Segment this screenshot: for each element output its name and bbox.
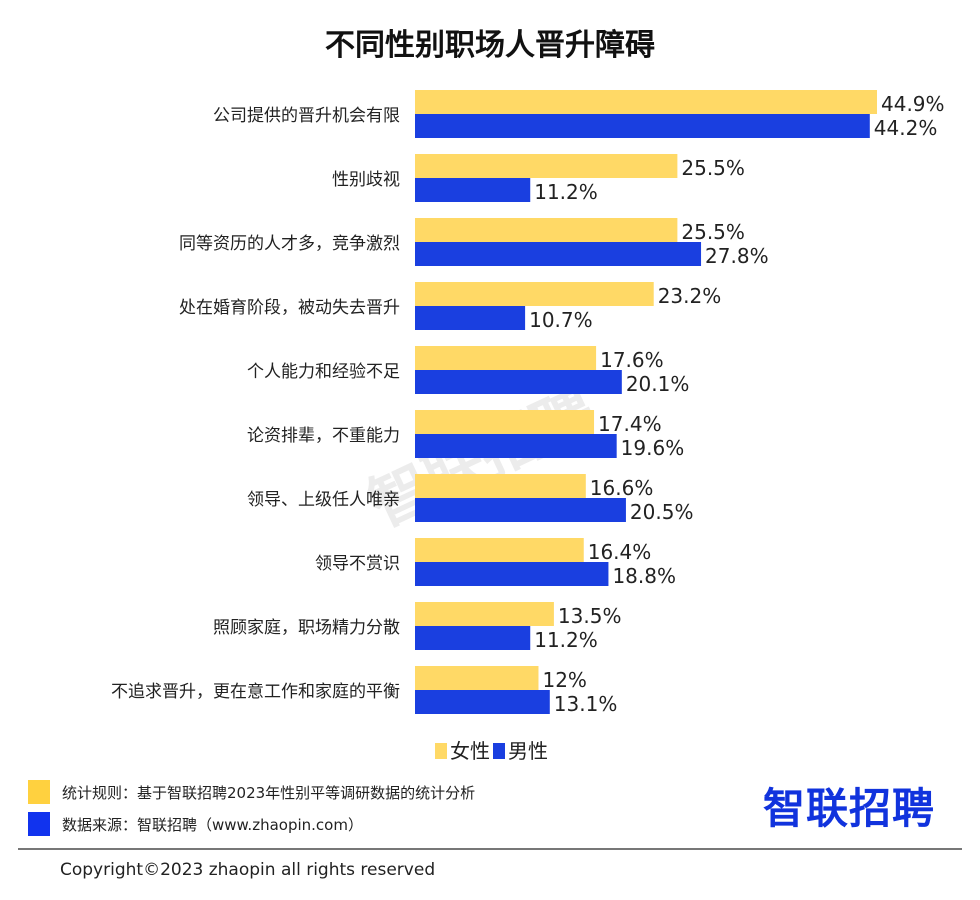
bar-male <box>415 498 626 522</box>
bar-male <box>415 434 617 458</box>
category-label: 个人能力和经验不足 <box>247 362 400 382</box>
data-label: 25.5% <box>681 220 745 244</box>
bar-chart: 公司提供的晋升机会有限 44.9%44.2% 性别歧视 25.5% 11.2% 同等资历的… <box>111 90 945 716</box>
bar-female <box>415 346 597 370</box>
category-label: 性别歧视 <box>332 170 400 190</box>
category-label: 领导不赏识 <box>315 554 400 574</box>
category-label: 处在婚育阶段，被动失去晋升 <box>179 298 400 318</box>
data-label: 20.5% <box>630 500 694 524</box>
note-source-text: 数据来源：智联招聘（www.zhaopin.com） <box>62 815 363 834</box>
data-label: 18.8% <box>612 564 676 588</box>
note-rule: 统计规则：基于智联招聘2023年性别平等调研数据的统计分析 <box>28 780 475 804</box>
legend-label-female: 女性 <box>450 739 490 763</box>
legend: 女性 男性 <box>0 735 980 764</box>
category-label: 同等资历的人才多，竞争激烈 <box>179 234 400 254</box>
bar-male <box>415 370 622 394</box>
category-label: 不追求晋升，更在意工作和家庭的平衡 <box>111 682 400 702</box>
category-label: 公司提供的晋升机会有限 <box>213 106 400 126</box>
bar-female <box>415 218 678 242</box>
legend-swatch-female <box>435 743 447 759</box>
data-label: 25.5% <box>681 156 745 180</box>
data-label: 13.5% <box>558 604 622 628</box>
category-label: 照顾家庭，职场精力分散 <box>213 618 400 638</box>
data-label: 11.2% <box>534 628 598 652</box>
data-label: 23.2% <box>658 284 722 308</box>
data-label: 19.6% <box>621 436 685 460</box>
data-label: 16.4% <box>588 540 652 564</box>
divider <box>18 848 962 850</box>
note-swatch-blue <box>28 812 50 836</box>
legend-label-male: 男性 <box>508 739 548 763</box>
category-label: 论资排辈，不重能力 <box>247 426 400 446</box>
bar-male <box>415 178 531 202</box>
data-label: 44.9% <box>881 92 945 116</box>
bar-male <box>415 306 526 330</box>
legend-swatch-male <box>493 743 505 759</box>
bar-female <box>415 538 584 562</box>
copyright: Copyright©2023 zhaopin all rights reserv… <box>60 860 436 880</box>
category-label: 领导、上级任人唯亲 <box>247 490 400 510</box>
zhaopin-logo: 智联招聘 <box>762 784 935 833</box>
note-swatch-yellow <box>28 780 50 804</box>
bar-female <box>415 602 554 626</box>
bar-male <box>415 690 550 714</box>
data-label: 20.1% <box>626 372 690 396</box>
bar-female <box>415 282 654 306</box>
bar-male <box>415 242 702 266</box>
data-label: 12% <box>542 668 586 692</box>
bar-female <box>415 410 595 434</box>
data-label: 44.2% <box>874 116 938 140</box>
data-label: 17.6% <box>600 348 664 372</box>
note-source: 数据来源：智联招聘（www.zhaopin.com） <box>28 812 363 836</box>
bar-female <box>415 666 539 690</box>
data-label: 13.1% <box>554 692 618 716</box>
data-label: 16.6% <box>590 476 654 500</box>
bar-male <box>415 626 531 650</box>
bar-female <box>415 154 678 178</box>
bar-female <box>415 474 586 498</box>
bar-male <box>415 562 609 586</box>
note-rule-text: 统计规则：基于智联招聘2023年性别平等调研数据的统计分析 <box>62 783 476 802</box>
data-label: 10.7% <box>529 308 593 332</box>
data-label: 17.4% <box>598 412 662 436</box>
bar-female <box>415 90 877 114</box>
chart-title: 不同性别职场人晋升障碍 <box>325 28 655 63</box>
bar-male <box>415 114 870 138</box>
data-label: 27.8% <box>705 244 769 268</box>
data-label: 11.2% <box>534 180 598 204</box>
